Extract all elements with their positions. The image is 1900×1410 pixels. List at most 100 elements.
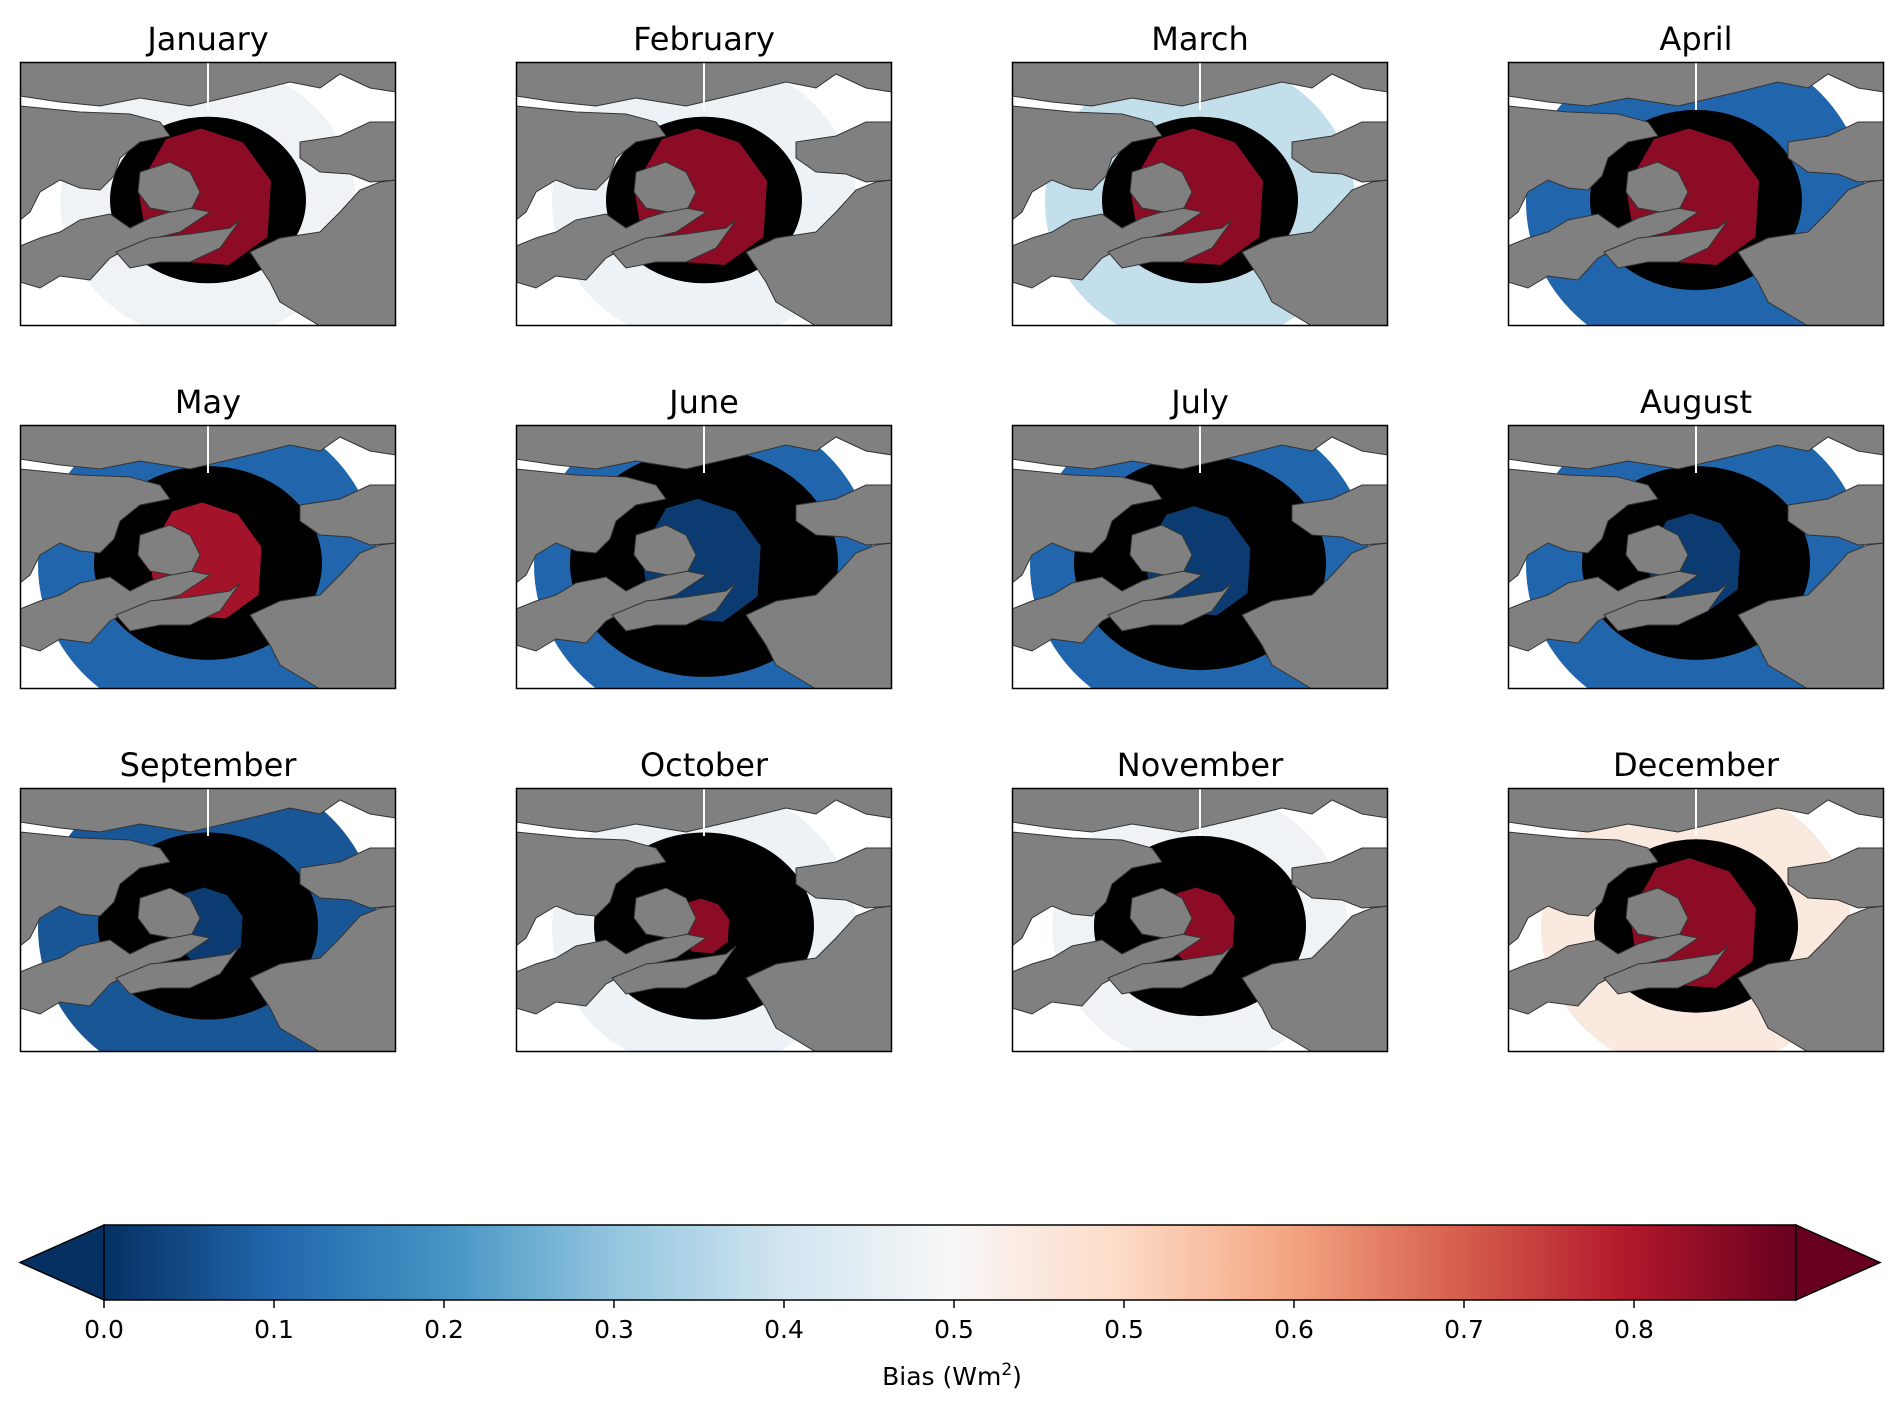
colorbar-tick-label: 0.0: [84, 1315, 124, 1344]
map-panel-july: July: [1011, 383, 1389, 690]
land-mass: [1508, 468, 1659, 584]
colorbar-tick-label: 0.7: [1444, 1315, 1484, 1344]
map-panel-december: December: [1507, 746, 1885, 1053]
land-mass: [1291, 847, 1388, 909]
land-mass: [1012, 105, 1163, 221]
land-mass: [299, 121, 396, 183]
panel-frame: [1011, 787, 1389, 1053]
map-panels: January February March April May June July Augu…: [19, 20, 1885, 1053]
land-mass: [745, 905, 892, 1052]
panel-title: June: [667, 383, 739, 421]
land-mass: [1625, 887, 1689, 939]
panel-title: October: [640, 746, 769, 784]
land-mass: [115, 582, 241, 632]
land-mass: [249, 179, 396, 326]
colorbar-label: Bias (Wm2): [882, 1360, 1022, 1391]
land-mass: [516, 933, 708, 1015]
land-mass: [137, 524, 201, 576]
land-mass: [137, 887, 201, 939]
land-mass: [745, 179, 892, 326]
panel-title: December: [1613, 746, 1780, 784]
land-mass: [299, 847, 396, 909]
panel-title: February: [633, 20, 775, 58]
colorbar-tick-label: 0.8: [1614, 1315, 1654, 1344]
land-mass: [1012, 468, 1163, 584]
panel-frame: [1011, 61, 1389, 327]
panel-title: November: [1117, 746, 1284, 784]
land-mass: [115, 945, 241, 995]
panel-frame: [19, 61, 397, 327]
land-mass: [1787, 484, 1884, 546]
land-mass: [1012, 933, 1204, 1015]
land-mass: [1603, 582, 1729, 632]
land-mass: [249, 542, 396, 689]
land-mass: [1291, 121, 1388, 183]
land-mass: [1737, 179, 1884, 326]
land-mass: [1508, 207, 1700, 289]
map-panel-june: June: [515, 383, 893, 690]
panel-title: March: [1151, 20, 1249, 58]
land-mass: [1787, 847, 1884, 909]
land-mass: [516, 468, 667, 584]
land-mass: [299, 484, 396, 546]
land-mass: [249, 905, 396, 1052]
land-mass: [1603, 219, 1729, 269]
land-mass: [1012, 207, 1204, 289]
colorbar-tick-label: 0.5: [934, 1315, 974, 1344]
map-panel-february: February: [515, 20, 893, 327]
land-mass: [611, 945, 737, 995]
land-mass: [1129, 161, 1193, 213]
panel-frame: [515, 61, 893, 327]
land-mass: [1241, 179, 1388, 326]
land-mass: [20, 831, 171, 947]
panel-frame: [1507, 61, 1885, 327]
land-mass: [1241, 905, 1388, 1052]
panel-frame: [515, 424, 893, 690]
colorbar-gradient: [103, 1224, 1797, 1301]
land-mass: [1508, 933, 1700, 1015]
panel-title: August: [1640, 383, 1752, 421]
land-mass: [1508, 570, 1700, 652]
land-mass: [1787, 121, 1884, 183]
land-mass: [1107, 582, 1233, 632]
land-mass: [115, 219, 241, 269]
land-mass: [1012, 570, 1204, 652]
land-mass: [137, 161, 201, 213]
land-mass: [516, 831, 667, 947]
panel-title: September: [120, 746, 298, 784]
land-mass: [633, 887, 697, 939]
land-mass: [745, 542, 892, 689]
land-mass: [633, 524, 697, 576]
land-mass: [1107, 219, 1233, 269]
land-mass: [20, 105, 171, 221]
land-mass: [20, 207, 212, 289]
panel-title: May: [175, 383, 241, 421]
land-mass: [1129, 524, 1193, 576]
land-mass: [1508, 105, 1659, 221]
colorbar: 0.0 0.1 0.2 0.3 0.4 0.5 0.5 0.6 0.7 0.8: [18, 1223, 1882, 1344]
land-mass: [1291, 484, 1388, 546]
colorbar-tick-label: 0.3: [594, 1315, 634, 1344]
map-panel-may: May: [19, 383, 397, 690]
land-mass: [516, 570, 708, 652]
land-mass: [633, 161, 697, 213]
panel-title: April: [1659, 20, 1732, 58]
colorbar-tick-label: 0.6: [1274, 1315, 1314, 1344]
map-panel-august: August: [1507, 383, 1885, 690]
land-mass: [611, 219, 737, 269]
land-mass: [516, 105, 667, 221]
panel-frame: [19, 424, 397, 690]
land-mass: [1737, 542, 1884, 689]
land-mass: [1603, 945, 1729, 995]
land-mass: [1737, 905, 1884, 1052]
land-mass: [1625, 161, 1689, 213]
land-mass: [20, 468, 171, 584]
land-mass: [611, 582, 737, 632]
panel-frame: [19, 787, 397, 1053]
land-mass: [1129, 887, 1193, 939]
land-mass: [1107, 945, 1233, 995]
land-mass: [1508, 831, 1659, 947]
map-panel-september: September: [19, 746, 397, 1053]
panel-frame: [515, 787, 893, 1053]
